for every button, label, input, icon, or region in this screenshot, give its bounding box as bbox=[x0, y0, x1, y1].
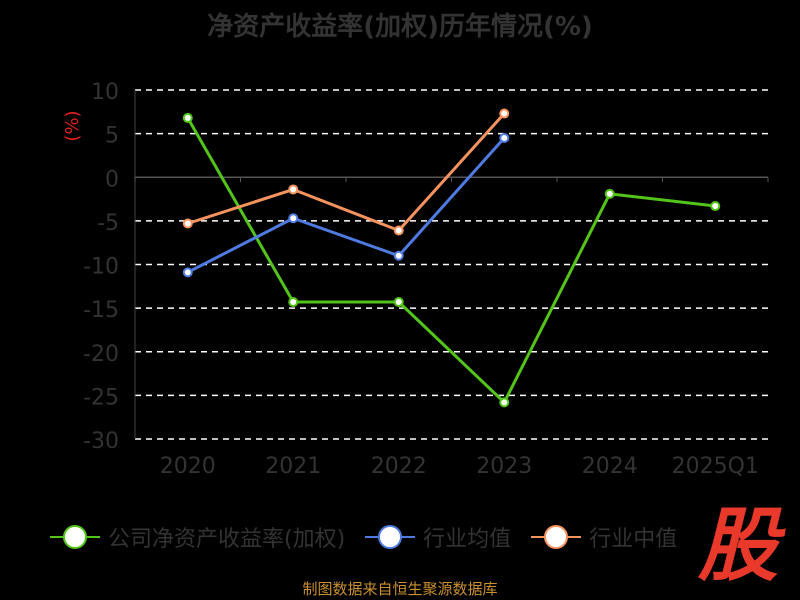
legend: 公司净资产收益率(加权) 行业均值 行业中值 bbox=[50, 522, 697, 552]
legend-label-company: 公司净资产收益率(加权) bbox=[108, 527, 346, 552]
series-point-1 bbox=[288, 213, 299, 224]
legend-swatch-company bbox=[50, 522, 100, 552]
series-point-0 bbox=[604, 188, 615, 199]
legend-swatch-industry-mean bbox=[365, 522, 416, 552]
chart-title: 净资产收益率(加权)历年情况(%) bbox=[207, 12, 593, 42]
legend-item-industry-mean[interactable]: 行业均值 bbox=[365, 521, 511, 553]
series-point-2 bbox=[288, 184, 299, 195]
series-point-0 bbox=[710, 201, 721, 212]
legend-label-industry-mean: 行业均值 bbox=[423, 527, 512, 552]
y-tick-label: -30 bbox=[83, 429, 119, 454]
series-point-1 bbox=[499, 132, 510, 143]
series-line-1 bbox=[187, 136, 506, 274]
y-tick-label: 10 bbox=[91, 80, 119, 105]
x-tick-label: 2023 bbox=[476, 454, 532, 479]
x-tick-label: 2024 bbox=[582, 454, 638, 479]
series-point-2 bbox=[393, 225, 404, 236]
y-tick-label: -20 bbox=[83, 342, 119, 367]
series-point-2 bbox=[182, 218, 193, 229]
source-footer: 制图数据来自恒生聚源数据库 bbox=[302, 580, 498, 598]
logo-mark: 股 bbox=[698, 499, 778, 592]
legend-swatch-industry-median bbox=[531, 522, 582, 552]
series-point-0 bbox=[393, 297, 404, 308]
series-line-2 bbox=[187, 112, 506, 232]
y-axis-label: (%) bbox=[62, 110, 83, 141]
legend-item-company[interactable]: 公司净资产收益率(加权) bbox=[50, 521, 345, 553]
series-point-1 bbox=[182, 267, 193, 278]
legend-label-industry-median: 行业中值 bbox=[589, 527, 678, 552]
y-tick-label: 0 bbox=[105, 167, 119, 192]
series-point-1 bbox=[393, 250, 404, 261]
x-tick-label: 2022 bbox=[371, 454, 427, 479]
x-tick-label: 2025Q1 bbox=[672, 454, 759, 479]
series-line-0 bbox=[186, 117, 716, 404]
x-tick-label: 2021 bbox=[265, 454, 321, 479]
x-tick-label: 2020 bbox=[160, 454, 216, 479]
y-tick-label: -10 bbox=[83, 255, 119, 280]
series-point-0 bbox=[288, 297, 299, 308]
y-tick-label: 5 bbox=[105, 124, 119, 149]
y-tick-label: -5 bbox=[97, 211, 119, 236]
y-tick-label: -25 bbox=[83, 385, 119, 410]
series-point-0 bbox=[182, 112, 193, 123]
series-point-2 bbox=[499, 108, 510, 119]
y-tick-label: -15 bbox=[83, 298, 119, 323]
series-point-0 bbox=[499, 397, 510, 408]
legend-item-industry-median[interactable]: 行业中值 bbox=[531, 521, 677, 553]
